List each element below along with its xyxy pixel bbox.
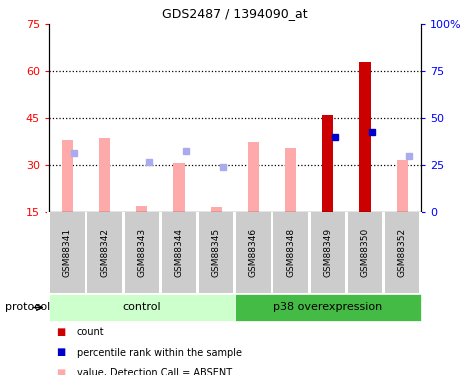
Text: GSM88346: GSM88346: [249, 228, 258, 277]
Bar: [397, 160, 408, 212]
Bar: [248, 142, 259, 212]
Bar: [173, 164, 185, 212]
Bar: [322, 115, 333, 212]
Text: value, Detection Call = ABSENT: value, Detection Call = ABSENT: [77, 368, 232, 375]
Text: ■: ■: [56, 327, 65, 337]
Text: protocol: protocol: [5, 303, 50, 312]
Text: count: count: [77, 327, 104, 337]
Title: GDS2487 / 1394090_at: GDS2487 / 1394090_at: [162, 8, 308, 20]
Text: GSM88348: GSM88348: [286, 228, 295, 277]
Text: p38 overexpression: p38 overexpression: [273, 303, 382, 312]
Text: GSM88343: GSM88343: [137, 228, 146, 277]
Text: GSM88350: GSM88350: [360, 228, 370, 277]
Text: ■: ■: [56, 368, 65, 375]
Text: GSM88344: GSM88344: [174, 228, 184, 277]
Text: GSM88342: GSM88342: [100, 228, 109, 277]
Text: ■: ■: [56, 348, 65, 357]
Bar: [211, 207, 222, 212]
Bar: [62, 140, 73, 212]
Bar: [99, 138, 110, 212]
Bar: [359, 62, 371, 212]
Text: control: control: [122, 303, 161, 312]
Text: percentile rank within the sample: percentile rank within the sample: [77, 348, 242, 357]
Bar: [136, 206, 147, 212]
Text: GSM88349: GSM88349: [323, 228, 332, 277]
Bar: [285, 148, 296, 212]
Text: GSM88352: GSM88352: [398, 228, 407, 277]
Text: GSM88341: GSM88341: [63, 228, 72, 277]
Text: GSM88345: GSM88345: [212, 228, 221, 277]
